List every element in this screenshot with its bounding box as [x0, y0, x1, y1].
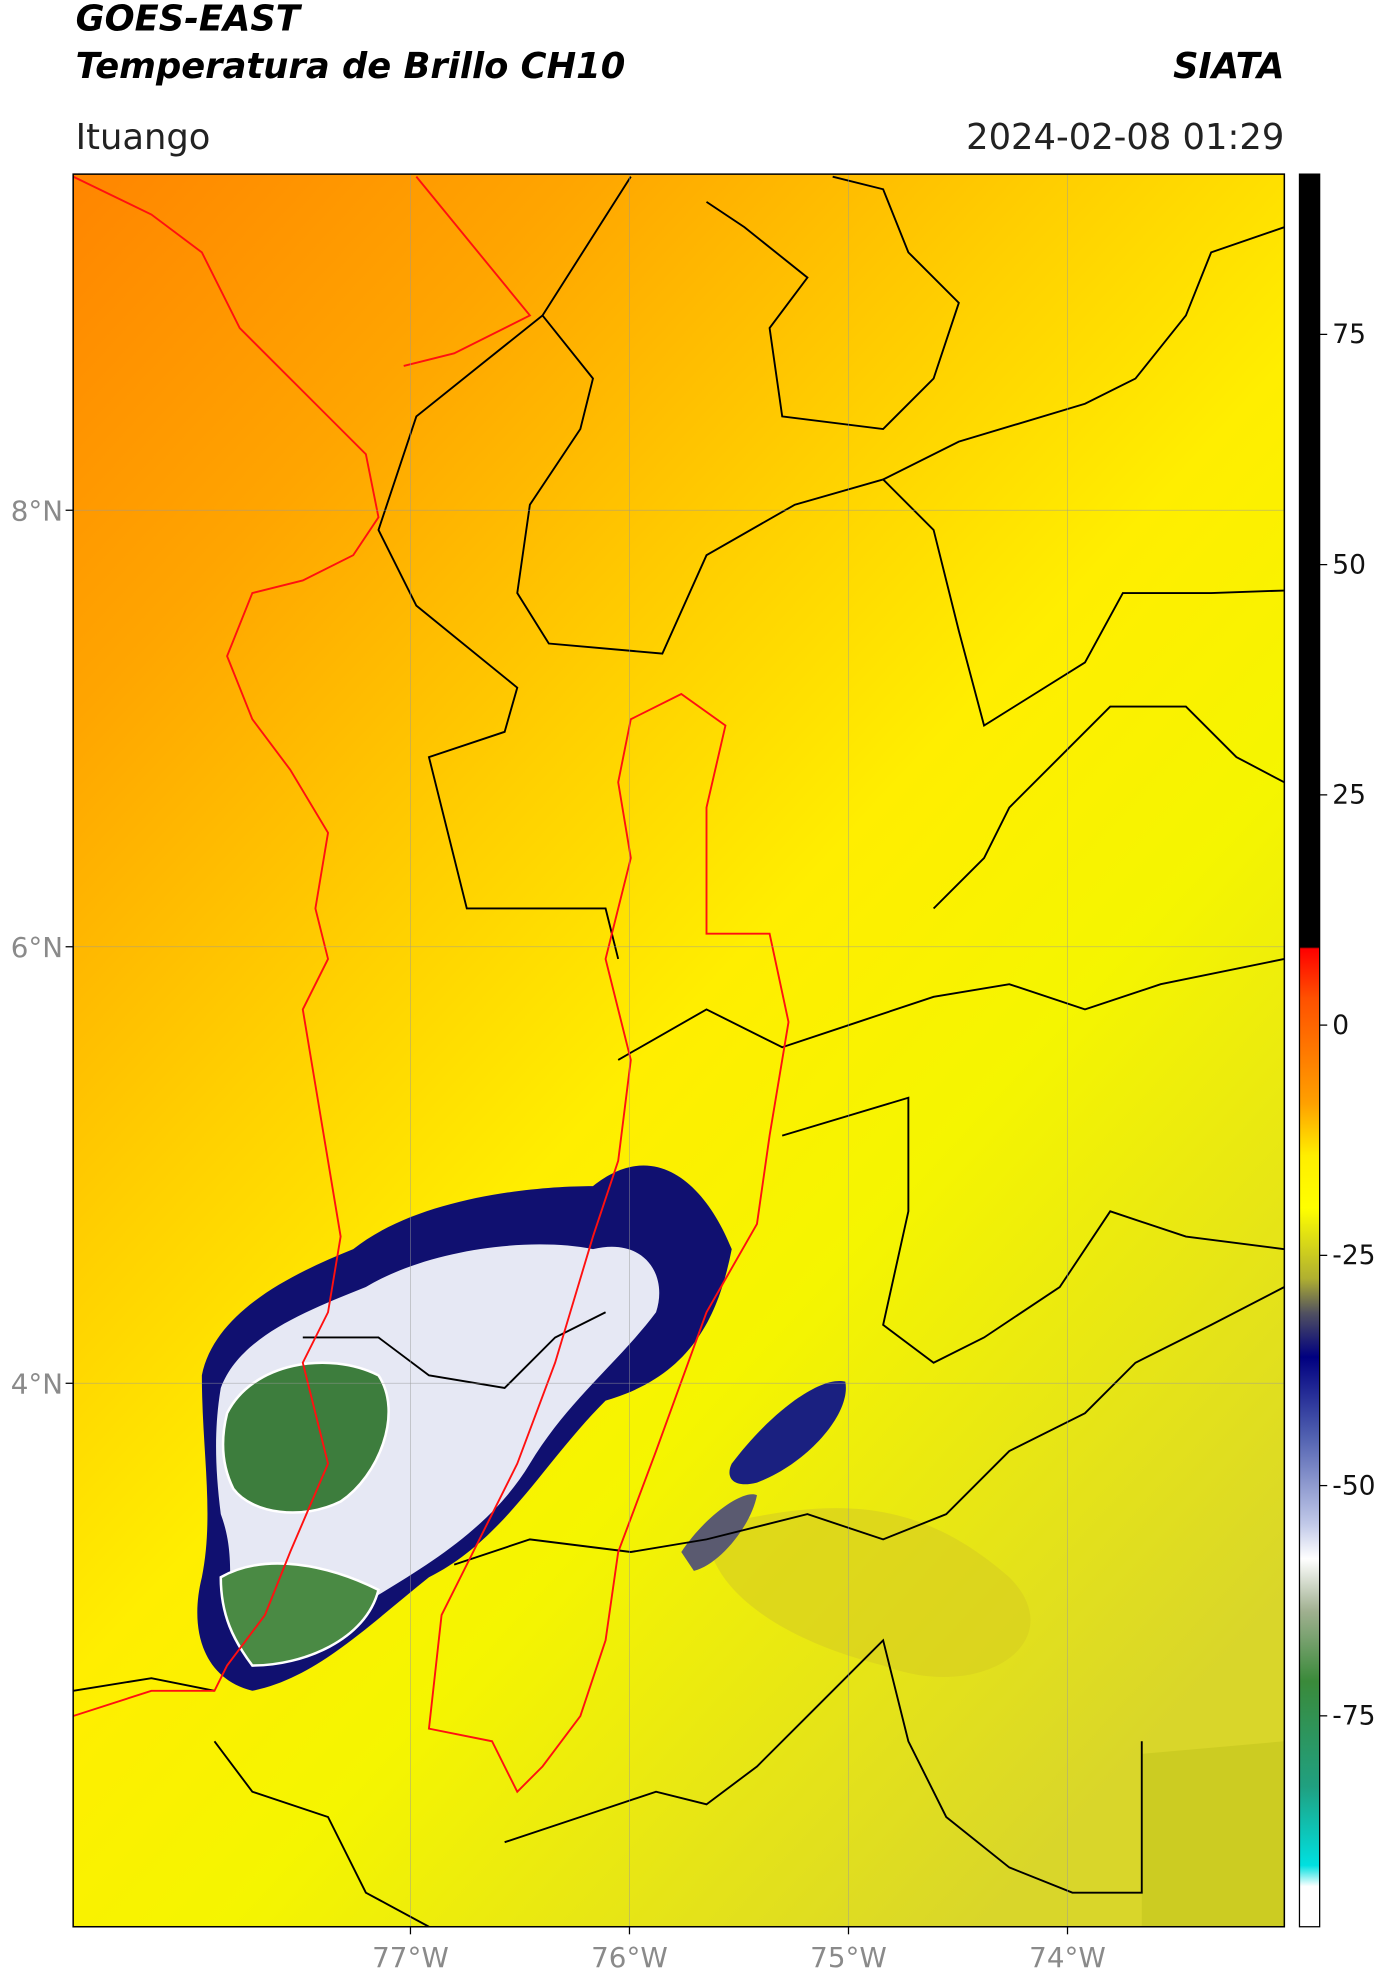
map-image	[73, 174, 1285, 1927]
y-tick-label: 4°N	[11, 1367, 63, 1400]
colorbar-label: 0	[1332, 1010, 1349, 1041]
colorbar-label: 75	[1332, 319, 1366, 350]
colorbar-label: -50	[1332, 1470, 1375, 1501]
colorbar-label: 50	[1332, 549, 1366, 580]
cloud-coldest	[221, 1361, 390, 1514]
grid	[73, 174, 1285, 1927]
borders	[73, 175, 1285, 1927]
colorbar-label: -25	[1332, 1240, 1375, 1271]
colorbar-label: 25	[1332, 780, 1366, 811]
cloud-haze	[706, 1508, 1031, 1677]
outlines	[73, 175, 790, 1794]
x-tick-label: 77°W	[372, 1941, 449, 1974]
x-tick-label: 75°W	[810, 1941, 887, 1974]
y-tick-label: 8°N	[11, 494, 63, 527]
x-tick-label: 74°W	[1029, 1941, 1106, 1974]
title: GOES-EAST	[76, 0, 303, 39]
map-frame	[72, 173, 1286, 1928]
cloud-coldest	[219, 1562, 380, 1667]
cloud-cell	[729, 1380, 846, 1485]
cloud-cell	[681, 1494, 757, 1571]
cloud-top	[216, 1244, 660, 1651]
y-tick-label: 6°N	[11, 931, 63, 964]
colorbar-label: -75	[1332, 1701, 1375, 1732]
location: Ituango	[76, 117, 211, 158]
cloud-haze	[1141, 1741, 1285, 1927]
brand: SIATA	[1173, 46, 1284, 87]
x-tick-label: 76°W	[591, 1941, 668, 1974]
colorbar	[1298, 173, 1321, 1928]
timestamp: 2024-02-08 01:29	[966, 117, 1284, 158]
subtitle: Temperatura de Brillo CH10	[76, 46, 626, 87]
